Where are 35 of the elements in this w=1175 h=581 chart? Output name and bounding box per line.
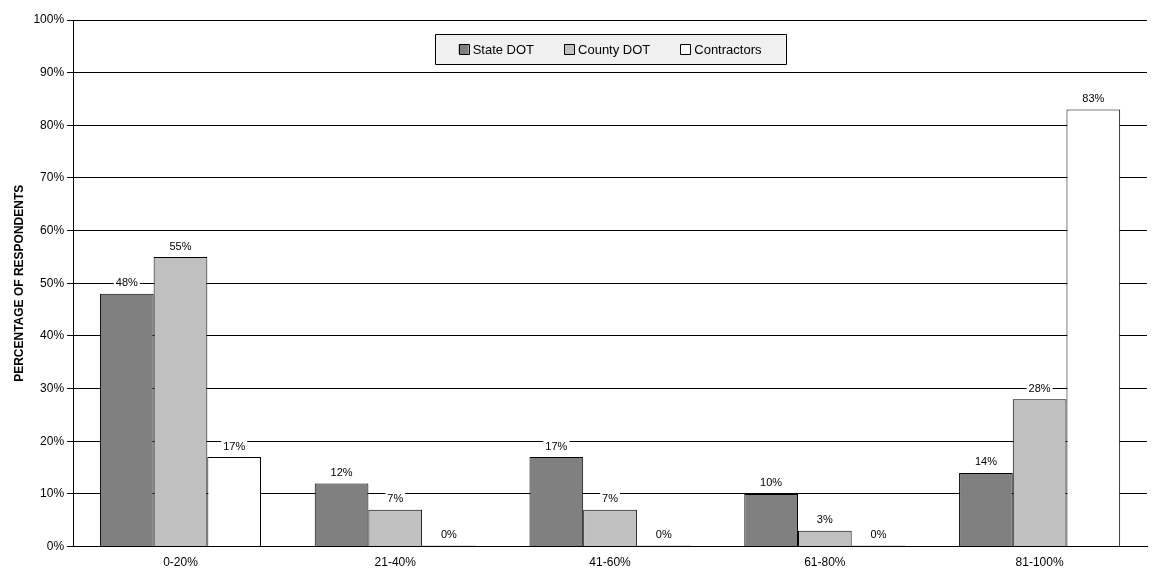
data-label: 0% [655, 528, 672, 541]
data-label: 10% [760, 476, 783, 489]
data-label: 7% [602, 492, 619, 505]
x-tick-label: 81-100% [1015, 555, 1064, 570]
y-tick-label: 100% [33, 12, 65, 27]
legend-label: Contractors [694, 41, 762, 57]
y-tick-label: 20% [40, 433, 65, 448]
data-label: 7% [387, 492, 404, 505]
data-label: 55% [169, 239, 192, 252]
y-tick-label: 0% [46, 538, 65, 553]
data-label: 48% [115, 276, 139, 289]
data-label: 14% [974, 455, 998, 468]
legend-label: State DOT [472, 41, 535, 57]
y-tick-label: 80% [40, 117, 65, 132]
y-tick-label: 30% [40, 380, 65, 395]
y-tick-label: 70% [40, 170, 65, 185]
data-label: 0% [441, 528, 458, 541]
y-tick-label: 90% [40, 64, 65, 79]
data-label: 28% [1028, 381, 1051, 394]
data-label: 17% [545, 439, 568, 452]
x-tick-label: 61-80% [804, 555, 846, 570]
legend-label: County DOT [578, 41, 651, 57]
x-tick-label: 41-60% [589, 555, 632, 570]
y-tick-label: 60% [40, 222, 65, 237]
data-label: 83% [1082, 92, 1105, 105]
data-label: 12% [330, 465, 353, 478]
data-label: 17% [223, 439, 246, 452]
y-axis-title: PERCENTAGE OF RESPONDENTS [11, 184, 26, 382]
data-label: 3% [816, 513, 833, 526]
x-tick-label: 0-20% [163, 555, 199, 570]
y-tick-label: 40% [40, 328, 65, 343]
y-tick-label: 10% [40, 486, 65, 501]
data-label: 0% [870, 528, 887, 541]
y-tick-label: 50% [40, 275, 65, 290]
x-tick-label: 21-40% [374, 555, 417, 570]
